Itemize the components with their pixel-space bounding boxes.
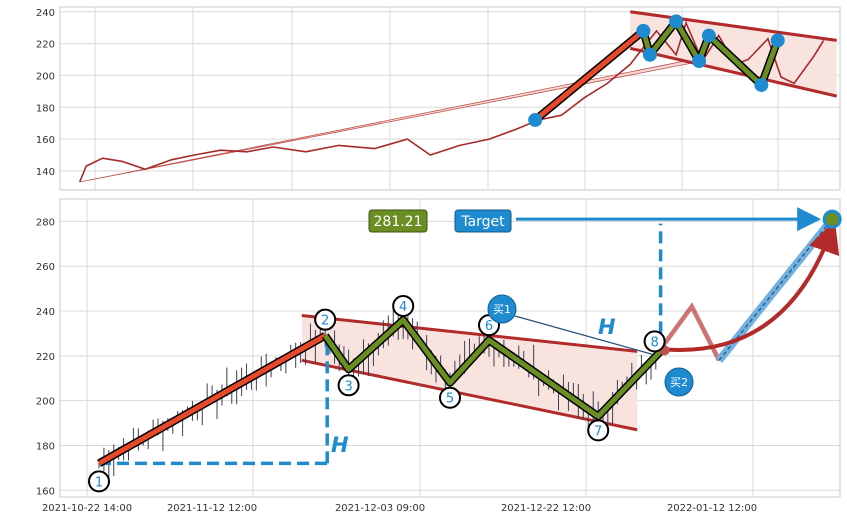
top-pivot-point bbox=[636, 23, 651, 38]
bottom-ytick-label: 280 bbox=[36, 217, 55, 228]
pivot-marker-5 bbox=[439, 386, 461, 409]
height-label-right: H bbox=[598, 315, 616, 339]
top-ytick-label: 240 bbox=[36, 8, 55, 19]
pivot-marker-8 bbox=[643, 330, 666, 353]
bottom-ytick-label: 260 bbox=[36, 262, 55, 273]
annotation-labels: 281.21 Target 买1 买2 H H bbox=[331, 209, 694, 457]
buy1-label: 买1 bbox=[493, 303, 511, 316]
projection-path bbox=[658, 302, 722, 362]
top-pivot-point bbox=[528, 112, 543, 127]
top-pivot-point bbox=[754, 77, 769, 92]
bottom-panel: 160 180 200 220 240 260 280 2021-10-22 14:00 202… bbox=[36, 198, 842, 514]
bottom-uptrend bbox=[97, 333, 327, 466]
price-badge bbox=[368, 209, 428, 233]
pivot-label-7: 7 bbox=[594, 424, 602, 439]
bottom-xtick-label: 2022-01-12 12:00 bbox=[667, 503, 757, 514]
pivot-label-3: 3 bbox=[344, 379, 352, 394]
bottom-ytick-label: 240 bbox=[36, 307, 55, 318]
price-badge-label: 281.21 bbox=[374, 214, 423, 230]
pivot-label-2: 2 bbox=[321, 314, 329, 329]
bottom-xtick-label: 2021-10-22 14:00 bbox=[42, 503, 132, 514]
bottom-xtick-label: 2021-11-12 12:00 bbox=[167, 503, 257, 514]
bottom-xtick-label: 2021-12-03 09:00 bbox=[335, 503, 425, 514]
top-ytick-label: 220 bbox=[36, 40, 55, 51]
buy2-marker bbox=[664, 367, 694, 397]
bottom-channel-band bbox=[301, 315, 638, 430]
target-point bbox=[822, 209, 842, 229]
top-channel-lower bbox=[629, 46, 838, 98]
buy1-pointer bbox=[514, 315, 653, 355]
pivot-marker-2 bbox=[314, 308, 337, 331]
top-panel: 140 160 180 200 220 240 bbox=[36, 6, 841, 191]
bottom-ytick-label: 160 bbox=[36, 486, 55, 497]
top-uptrend bbox=[533, 28, 645, 122]
top-pivot-point bbox=[669, 14, 684, 29]
height-label-left: H bbox=[331, 433, 349, 457]
bottom-ytick-label: 220 bbox=[36, 352, 55, 363]
top-ytick-label: 200 bbox=[36, 71, 55, 82]
bottom-ytick-label: 180 bbox=[36, 441, 55, 452]
pivot-label-5: 5 bbox=[446, 392, 454, 407]
pivot-label-4: 4 bbox=[399, 300, 407, 315]
bottom-xtick-label: 2021-12-22 12:00 bbox=[501, 503, 591, 514]
top-pivot-point bbox=[701, 28, 716, 43]
buy1-marker bbox=[487, 294, 517, 324]
bottom-channel-upper bbox=[301, 314, 638, 353]
top-ytick-label: 140 bbox=[36, 167, 55, 178]
target-badge-label: Target bbox=[460, 214, 505, 230]
pivot-marker-4 bbox=[392, 294, 415, 317]
buy2-label: 买2 bbox=[670, 376, 688, 389]
top-channel-upper bbox=[630, 10, 837, 42]
bottom-ytick-label: 200 bbox=[36, 397, 55, 408]
pivot-label-1: 1 bbox=[95, 475, 103, 490]
pivot-marker-1 bbox=[88, 470, 110, 493]
pivot-marker-7 bbox=[587, 419, 610, 442]
bottom-channel-lower bbox=[301, 358, 638, 432]
top-pivot-point bbox=[642, 47, 657, 62]
pivot-label-6: 6 bbox=[485, 319, 493, 334]
top-pivot-point bbox=[770, 33, 785, 48]
top-ytick-label: 160 bbox=[36, 135, 55, 146]
pivot-label-8: 8 bbox=[650, 335, 658, 350]
projection-curve-arrow bbox=[660, 220, 840, 352]
top-ytick-label: 180 bbox=[36, 103, 55, 114]
pivot-marker-3 bbox=[337, 374, 360, 397]
target-badge bbox=[454, 209, 512, 233]
top-pivot-point bbox=[692, 54, 707, 69]
bottom-zigzag bbox=[323, 317, 663, 419]
